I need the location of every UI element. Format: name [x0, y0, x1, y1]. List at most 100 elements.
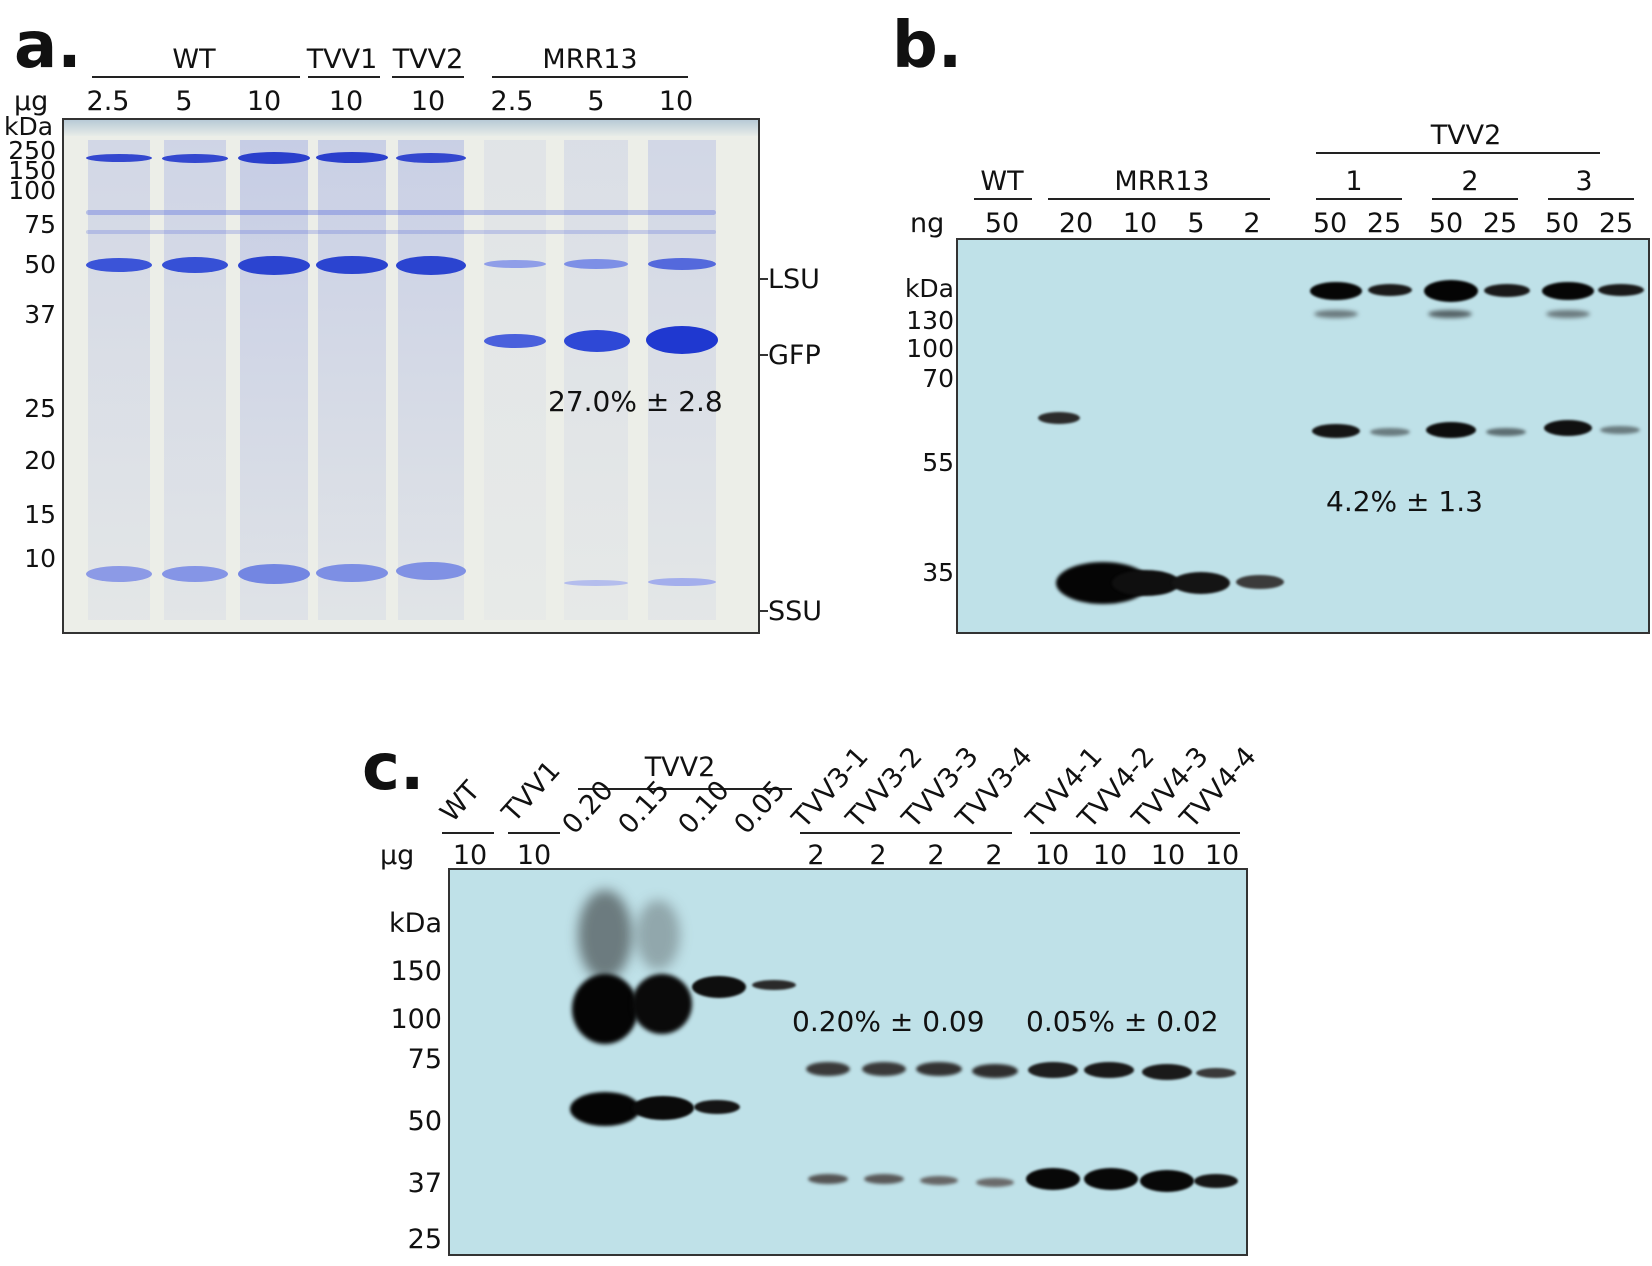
group-line: [1316, 198, 1402, 200]
kda-label: kDa: [904, 274, 954, 303]
load-label: 5: [1187, 208, 1205, 239]
blot-band: [976, 1178, 1014, 1187]
blot-band: [1026, 1168, 1080, 1190]
lane-smear: [240, 140, 308, 620]
marker-label: 50: [407, 1106, 442, 1137]
load-label: 50: [1428, 208, 1464, 239]
kda-label: kDa: [4, 112, 54, 141]
marker-label: 100: [8, 176, 56, 205]
gfp-band: [1172, 572, 1230, 594]
lane-label-wt: WT: [434, 775, 487, 829]
load-label: 2: [985, 840, 1003, 871]
blot-band: [1140, 1170, 1194, 1192]
blot-band: [1426, 422, 1476, 438]
group-line-tvv2: [1316, 152, 1600, 154]
load-label: 10: [1204, 840, 1240, 871]
western-blot-b: [956, 238, 1650, 634]
load-label: 10: [1092, 840, 1128, 871]
load-label: 25: [1598, 208, 1634, 239]
marker-label: 35: [922, 558, 954, 587]
group-line-tvv2: [578, 788, 792, 790]
group-line: [800, 832, 1012, 834]
group-line: [508, 832, 560, 834]
group-line: [1548, 198, 1634, 200]
load-label: 10: [328, 86, 364, 117]
group-label-tvv2: TVV2: [392, 44, 464, 75]
gfp-band: [1236, 575, 1284, 589]
blot-band: [1028, 1062, 1078, 1078]
group-line: [974, 198, 1032, 200]
tvv2-load-label: 0.15: [612, 774, 676, 841]
marker-label: 100: [390, 1004, 442, 1035]
gfp-band: [646, 326, 718, 354]
group-label-mrr13: MRR13: [542, 44, 638, 75]
lsu-band: [396, 256, 466, 275]
ssu-band: [86, 566, 152, 582]
kda-label: kDa: [389, 908, 442, 939]
lsu-band: [316, 256, 388, 274]
load-label: 10: [1122, 208, 1158, 239]
marker-label: 75: [407, 1044, 442, 1075]
lane-smear: [318, 140, 386, 620]
coomassie-gel: [62, 118, 760, 634]
gfp-band: [484, 334, 546, 348]
group-label-3: 3: [1575, 166, 1593, 197]
gfp-band: [1112, 570, 1180, 596]
blot-band: [806, 1062, 850, 1076]
marker-label: 130: [906, 306, 954, 335]
load-label: 2: [807, 840, 825, 871]
marker-label: 150: [8, 156, 56, 185]
lsu-band: [648, 258, 716, 270]
blot-band: [1142, 1064, 1192, 1080]
blot-band: [694, 1100, 740, 1114]
percent-annotation: 4.2% ± 1.3: [1326, 485, 1483, 518]
load-label: 2: [869, 840, 887, 871]
marker-label: 25: [24, 394, 56, 423]
blot-band: [1310, 282, 1362, 300]
load-label: 5: [587, 86, 605, 117]
band-250: [396, 153, 466, 163]
blot-band: [752, 980, 796, 990]
lane-smear: [564, 140, 628, 620]
tvv2-load-label: 0.10: [672, 774, 736, 841]
blot-band: [1370, 428, 1410, 436]
lsu-band: [86, 258, 152, 272]
blot-band: [920, 1176, 958, 1185]
load-label: 2.5: [490, 86, 534, 117]
blot-band: [692, 976, 746, 998]
blot-band: [1084, 1168, 1138, 1190]
group-label-2: 2: [1461, 166, 1479, 197]
blot-band: [1312, 424, 1360, 438]
marker-label: 15: [24, 500, 56, 529]
band-250: [238, 152, 310, 164]
load-label: 20: [1058, 208, 1094, 239]
load-label: 50: [1312, 208, 1348, 239]
ssu-band: [648, 578, 716, 586]
minor-band: [86, 210, 716, 215]
blot-band: [1598, 284, 1644, 296]
load-label: 10: [1150, 840, 1186, 871]
group-line-tvv1: [308, 76, 380, 78]
marker-label: 37: [407, 1168, 442, 1199]
marker-label: 10: [24, 544, 56, 573]
blot-band: [1484, 284, 1530, 297]
blot-band: [864, 1174, 904, 1184]
blot-band: [572, 974, 638, 1044]
blot-band: [1314, 310, 1358, 318]
blot-band: [1368, 284, 1412, 296]
percent-annotation: 27.0% ± 2.8: [548, 385, 723, 418]
group-label-wt: WT: [172, 44, 216, 75]
group-label-tvv1: TVV1: [306, 44, 378, 75]
ssu-band: [396, 562, 466, 580]
lsu-band: [162, 257, 228, 273]
panel-c-letter: c.: [362, 731, 425, 805]
group-label-mrr13: MRR13: [1114, 166, 1210, 197]
marker-label: 250: [8, 136, 56, 165]
label-tick: [760, 354, 768, 356]
ssu-band: [238, 564, 310, 584]
group-line: [1048, 198, 1270, 200]
blot-band: [1424, 280, 1478, 302]
marker-label: 150: [390, 956, 442, 987]
lane-smear: [398, 140, 464, 620]
load-label: 10: [516, 840, 552, 871]
